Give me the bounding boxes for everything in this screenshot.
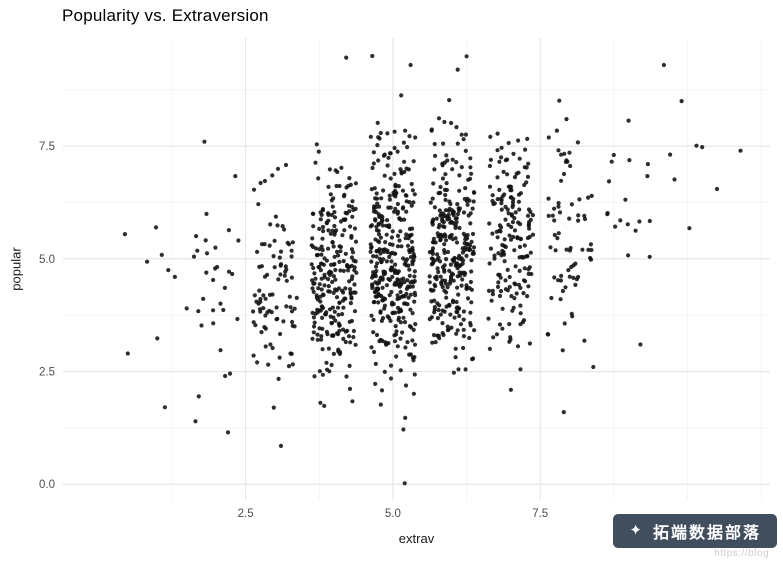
- watermark-text: 拓端数据部落: [652, 525, 761, 542]
- x-tick-label: 7.5: [532, 508, 548, 520]
- y-tick-label: 2.5: [39, 367, 55, 379]
- watermark-logo-icon: ✦: [629, 522, 644, 539]
- y-axis-title: popular: [8, 247, 24, 291]
- x-tick-label: 5.0: [385, 508, 401, 520]
- watermark-badge: ✦ 拓端数据部落: [613, 514, 777, 548]
- x-tick-label: 2.5: [238, 508, 254, 520]
- y-tick-label: 0.0: [39, 479, 55, 491]
- watermark-url: https://blog: [714, 548, 769, 559]
- chart-title: Popularity vs. Extraversion: [62, 6, 269, 25]
- y-tick-label: 7.5: [39, 141, 55, 153]
- y-tick-label: 5.0: [39, 254, 55, 266]
- x-axis-title: extrav: [398, 531, 435, 546]
